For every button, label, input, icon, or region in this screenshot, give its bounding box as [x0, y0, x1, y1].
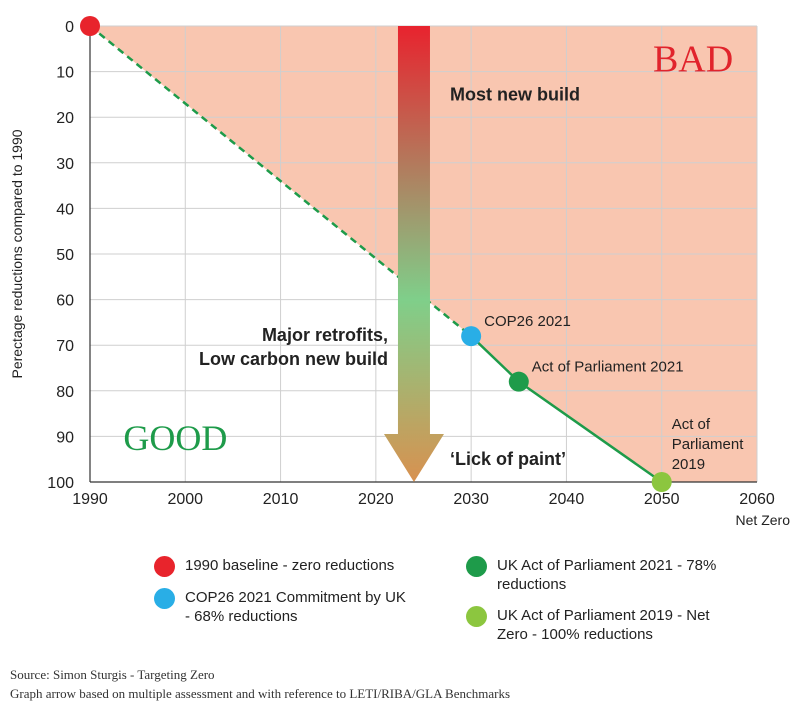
source-line-1: Source: Simon Sturgis - Targeting Zero	[10, 667, 215, 682]
data-point	[651, 472, 672, 492]
y-tick-label: 70	[56, 338, 74, 355]
y-tick-label: 50	[56, 247, 74, 264]
point-label: 2019	[672, 456, 705, 473]
legend-label: UK Act of Parliament 2019 - Net Zero - 1…	[497, 607, 710, 643]
x-tick-label: 2060	[739, 491, 775, 508]
y-tick-label: 60	[56, 293, 74, 310]
x-tick-label: 2000	[167, 491, 203, 508]
bad-label: BAD	[653, 39, 733, 81]
legend-item-cop26: COP26 2021 Commitment by UK - 68% reduct…	[154, 588, 415, 626]
x-tick-label: 2010	[263, 491, 299, 508]
arrow-annotation: ‘Lick of paint’	[450, 449, 566, 469]
good-label: GOOD	[123, 418, 227, 458]
legend-dot-green	[466, 556, 487, 577]
x-tick-label: 2040	[549, 491, 585, 508]
arrow-annotation: Major retrofits,	[262, 325, 388, 345]
legend-dot-red	[154, 556, 175, 577]
x-tick-label: 2050	[644, 491, 680, 508]
legend-dot-blue	[154, 588, 175, 609]
y-tick-label: 10	[56, 65, 74, 82]
y-tick-label: 30	[56, 156, 74, 173]
y-tick-label: 0	[65, 19, 74, 36]
legend-dot-light-green	[466, 606, 487, 627]
point-label: Parliament	[672, 436, 745, 453]
point-label: Act of Parliament 2021	[532, 359, 684, 376]
arrow-annotation: Low carbon new build	[199, 349, 388, 369]
reduction-arrow	[383, 26, 444, 482]
y-tick-label: 80	[56, 384, 74, 401]
y-axis-title: Perectage reductions compared to 1990	[9, 129, 25, 378]
source-line-2: Graph arrow based on multiple assessment…	[10, 686, 510, 701]
arrow-annotation: Most new build	[450, 84, 580, 104]
y-tick-label: 100	[47, 475, 74, 492]
net-zero-label: Net Zero	[736, 512, 791, 528]
data-point	[461, 326, 482, 347]
x-tick-label: 2030	[453, 491, 489, 508]
y-tick-label: 90	[56, 429, 74, 446]
point-label: Act of	[672, 416, 711, 433]
legend-label: COP26 2021 Commitment by UK - 68% reduct…	[185, 589, 406, 625]
data-point	[80, 16, 100, 36]
legend-label: UK Act of Parliament 2021 - 78% reductio…	[497, 557, 717, 593]
data-point	[508, 371, 529, 392]
point-label: COP26 2021	[484, 313, 571, 330]
legend-item-1990-baseline: 1990 baseline - zero reductions	[154, 556, 415, 577]
y-tick-label: 20	[56, 110, 74, 127]
legend-item-act-2021: UK Act of Parliament 2021 - 78% reductio…	[466, 556, 727, 594]
x-tick-label: 2020	[358, 491, 394, 508]
x-tick-label: 1990	[72, 491, 108, 508]
legend-label: 1990 baseline - zero reductions	[185, 557, 395, 574]
legend-item-act-2019: UK Act of Parliament 2019 - Net Zero - 1…	[466, 606, 727, 644]
y-tick-label: 40	[56, 201, 74, 218]
